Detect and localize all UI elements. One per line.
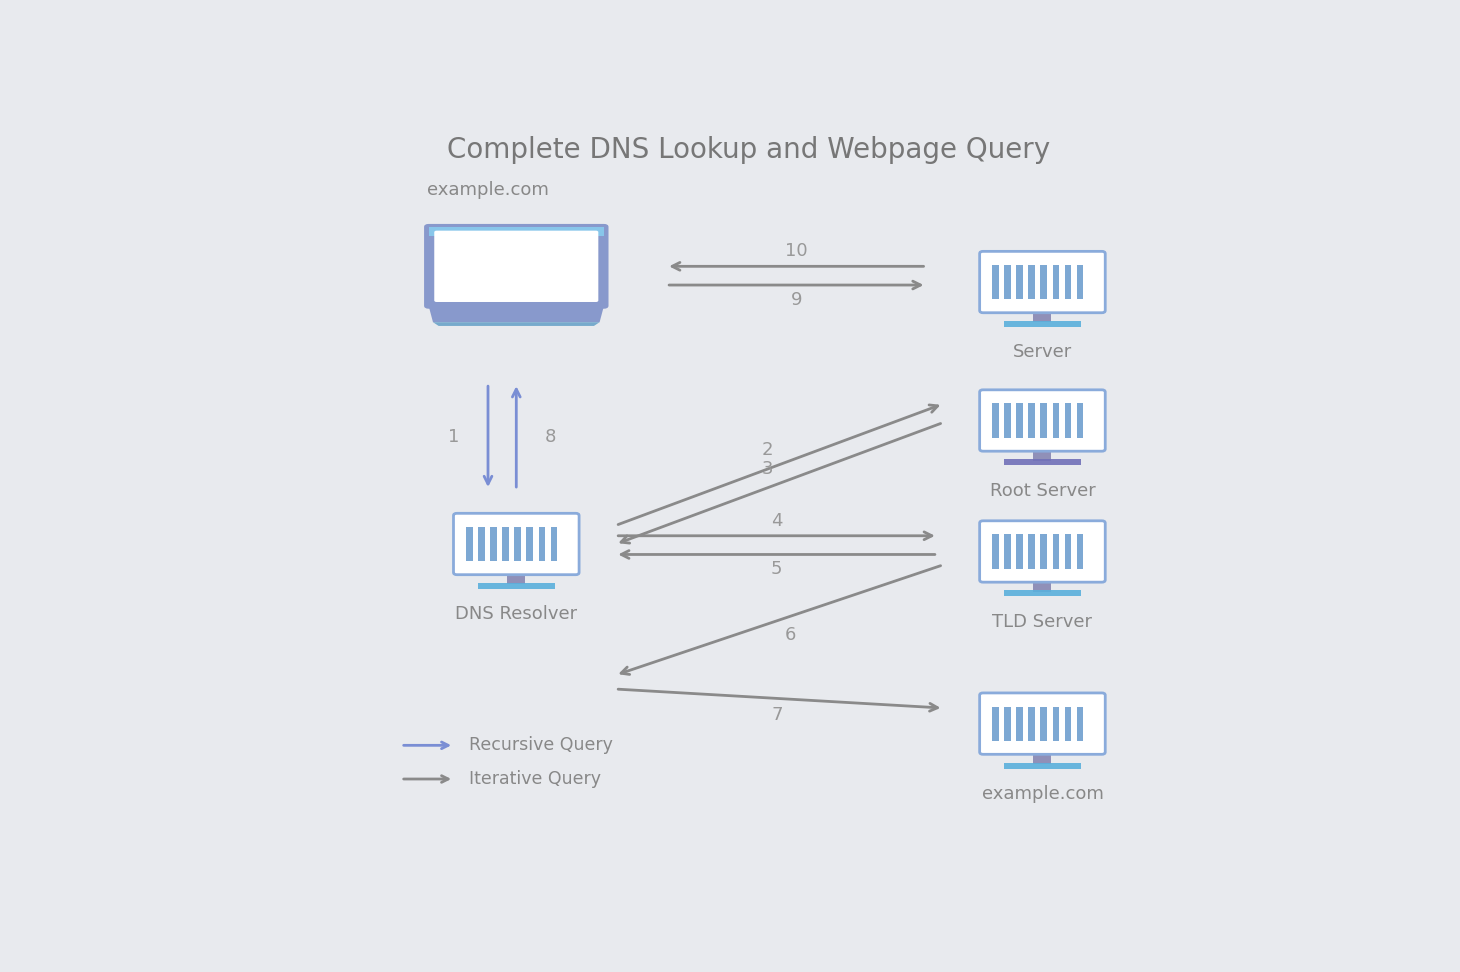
Bar [1004,321,1080,327]
Bar [1004,763,1080,769]
Text: 1: 1 [448,428,460,445]
Bar [1053,403,1058,437]
Bar [1028,707,1035,741]
FancyBboxPatch shape [454,513,580,574]
Bar [429,226,604,236]
FancyBboxPatch shape [980,390,1105,451]
Bar [1004,707,1010,741]
Text: 6: 6 [785,626,796,643]
Bar [1016,535,1023,569]
Text: 8: 8 [545,428,556,445]
Bar [1064,403,1072,437]
Text: Recursive Query: Recursive Query [469,737,613,754]
Bar [550,527,558,561]
Polygon shape [429,306,604,322]
Bar [491,527,496,561]
Bar [1004,265,1010,299]
Text: Root Server: Root Server [990,482,1095,500]
Bar [993,535,999,569]
Bar [1004,403,1010,437]
Text: 5: 5 [771,561,783,578]
Polygon shape [434,322,600,326]
Bar [1016,265,1023,299]
Bar [1041,265,1047,299]
Bar [993,707,999,741]
Bar [514,527,521,561]
Bar [993,265,999,299]
Text: Complete DNS Lookup and Webpage Query: Complete DNS Lookup and Webpage Query [447,136,1050,164]
Bar [1041,535,1047,569]
Bar [1041,707,1047,741]
Bar [477,527,485,561]
Bar [507,573,526,584]
Bar [1028,535,1035,569]
Bar [1034,752,1051,764]
Bar [1077,535,1083,569]
Text: example.com: example.com [428,181,549,199]
Text: Server: Server [1013,343,1072,362]
Bar [993,403,999,437]
Text: 4: 4 [771,512,783,530]
Bar [1028,403,1035,437]
Bar [1034,310,1051,323]
Bar [1004,535,1010,569]
Bar [539,527,545,561]
Text: 10: 10 [785,242,807,260]
Bar [1004,460,1080,466]
Bar [1016,707,1023,741]
Bar [527,527,533,561]
Bar [502,527,508,561]
Bar [1077,403,1083,437]
Bar [1053,265,1058,299]
Text: Iterative Query: Iterative Query [469,770,600,788]
Text: 2: 2 [762,441,772,460]
Text: 7: 7 [771,706,783,724]
Text: 3: 3 [762,460,772,478]
Bar [1016,403,1023,437]
Text: example.com: example.com [981,785,1104,803]
Bar [1004,590,1080,597]
FancyBboxPatch shape [980,521,1105,582]
Bar [1041,403,1047,437]
Bar [466,527,473,561]
FancyBboxPatch shape [980,252,1105,313]
Text: DNS Resolver: DNS Resolver [456,606,577,623]
Text: TLD Server: TLD Server [993,613,1092,631]
Bar [1077,707,1083,741]
FancyBboxPatch shape [423,224,609,309]
Bar [1034,580,1051,592]
Bar [1053,535,1058,569]
Bar [477,583,555,589]
Bar [1028,265,1035,299]
Bar [1077,265,1083,299]
FancyBboxPatch shape [434,230,599,302]
Bar [1064,265,1072,299]
Bar [1064,535,1072,569]
Bar [1053,707,1058,741]
Bar [1034,449,1051,461]
Text: 9: 9 [790,291,802,309]
FancyBboxPatch shape [980,693,1105,754]
Bar [1064,707,1072,741]
